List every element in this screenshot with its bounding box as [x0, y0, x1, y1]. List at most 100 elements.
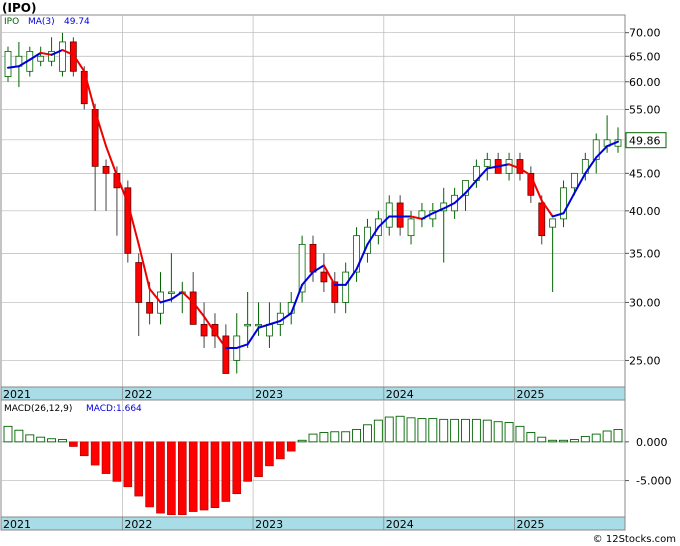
moving-average-line: [7, 48, 619, 349]
candle-body: [309, 243, 317, 273]
ma-segment: [246, 326, 260, 346]
ma-segment: [279, 312, 293, 322]
watermark: © 12Stocks.com: [593, 534, 676, 545]
macd-bar: [101, 441, 111, 474]
candle-body: [266, 323, 273, 337]
ma-segment: [442, 201, 456, 210]
macd-bar: [602, 430, 612, 443]
price-tick-label: 45.00: [629, 167, 661, 180]
candle-body: [353, 235, 360, 273]
candle-body: [331, 281, 339, 303]
ma-segment: [410, 215, 423, 220]
candle-body: [560, 187, 567, 220]
macd-bar: [3, 425, 13, 443]
price-panel: [0, 14, 626, 388]
ma-segment: [322, 264, 336, 286]
ma-segment: [529, 174, 543, 202]
ma-segment: [181, 290, 195, 304]
year-label-bottom: 2024: [386, 518, 414, 531]
macd-bars: [3, 415, 623, 515]
macd-bar: [167, 441, 176, 515]
macd-bar: [613, 428, 623, 443]
macd-bar: [384, 416, 394, 443]
candle-body: [244, 323, 252, 327]
ma-segment: [486, 165, 500, 170]
macd-bar: [210, 441, 220, 509]
macd-value: MACD:1.664: [86, 404, 142, 414]
macd-bar: [471, 418, 481, 443]
ma-segment: [301, 271, 314, 286]
candle-body: [102, 165, 110, 174]
macd-bar: [47, 438, 57, 443]
price-tick-label: 35.00: [629, 247, 661, 260]
ma-segment: [50, 48, 64, 56]
year-label-top: 2025: [517, 388, 545, 401]
candle-body: [135, 262, 143, 303]
last-price-tag: 49.86: [625, 132, 667, 149]
price-tick-label: 40.00: [629, 205, 661, 218]
macd-bar: [25, 434, 35, 443]
macd-bar: [504, 422, 514, 443]
candle-body: [516, 159, 524, 174]
ma-segment: [508, 163, 521, 170]
candle-body: [146, 302, 154, 314]
macd-bar: [79, 441, 89, 457]
ma-segment: [268, 319, 282, 326]
candle-body: [342, 271, 350, 303]
macd-bar: [373, 419, 383, 443]
ma-segment: [137, 243, 151, 290]
year-axis-band-bottom: [0, 516, 626, 531]
macd-bar: [537, 436, 547, 443]
macd-label: MACD(26,12,9): [4, 404, 72, 414]
candle-body: [538, 202, 546, 237]
candle-body: [4, 51, 12, 77]
macd-bar: [559, 439, 568, 443]
ma-segment: [475, 167, 489, 182]
year-label-top: 2024: [386, 388, 414, 401]
macd-bar: [188, 441, 198, 512]
ma-segment: [94, 110, 108, 148]
candle-body: [462, 180, 469, 196]
price-tick-label: 60.00: [629, 76, 661, 89]
macd-bar: [199, 441, 209, 511]
ma-segment: [148, 287, 162, 304]
ma-segment: [28, 51, 42, 61]
macd-bar: [526, 432, 536, 443]
ma-segment: [105, 145, 118, 177]
macd-bar: [406, 417, 416, 443]
candle-body: [48, 51, 55, 62]
macd-bar: [145, 441, 154, 508]
ma-segment: [595, 145, 609, 159]
candle-body: [385, 202, 393, 228]
candle-body: [549, 218, 557, 228]
price-y-axis: 70.0065.0060.0055.0050.0045.0040.0035.00…: [629, 27, 661, 368]
macd-y-axis: 0.000 -5.000: [636, 436, 671, 488]
candle-body: [505, 159, 513, 174]
macd-tick-label: 0.000: [636, 436, 668, 449]
candle-body: [59, 41, 66, 72]
ma-segment: [83, 70, 97, 113]
macd-bar: [14, 429, 24, 443]
ma-segment: [355, 243, 369, 271]
candles: [4, 32, 622, 374]
ma-segment: [61, 48, 75, 56]
candle-body: [320, 271, 328, 283]
macd-bar: [450, 418, 460, 443]
macd-bar: [308, 433, 318, 443]
ma-segment: [7, 65, 20, 69]
candle-body: [222, 335, 230, 374]
macd-bar: [363, 424, 372, 443]
ma-segment: [126, 201, 140, 246]
ma-segment: [203, 315, 216, 334]
year-label-bottom: 2022: [124, 518, 152, 531]
macd-bar: [395, 415, 405, 443]
year-label-bottom: 2021: [3, 518, 31, 531]
macd-bar: [36, 436, 46, 443]
candle-body: [255, 323, 262, 327]
year-label-bottom: 2025: [517, 518, 545, 531]
macd-bar: [134, 441, 144, 497]
ma-segment: [453, 192, 467, 204]
ma-segment: [431, 207, 445, 215]
macd-bar: [580, 435, 590, 443]
